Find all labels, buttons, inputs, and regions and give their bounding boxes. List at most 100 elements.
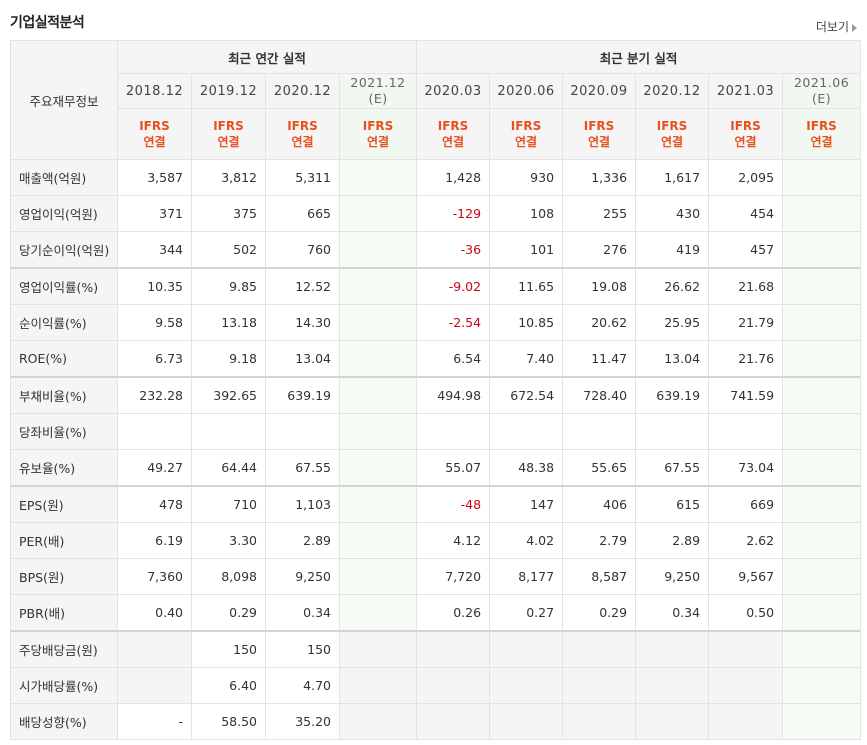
value-cell [782, 667, 862, 704]
more-link[interactable]: 더보기 [816, 18, 857, 35]
period-label: 2020.09 [570, 83, 628, 99]
value-cell [338, 558, 418, 595]
standard-line2: 연결 [660, 135, 684, 149]
value-cell: -9.02 [416, 267, 491, 305]
value-cell: 2,095 [708, 159, 784, 196]
value-cell [635, 413, 710, 450]
standard-line2: 연결 [587, 135, 611, 149]
table-row: BPS(원) 7,360 8,098 9,250 7,720 8,177 8,587 9,25… [10, 558, 862, 595]
value-cell [338, 667, 418, 704]
value-cell: 9.18 [191, 340, 266, 378]
value-cell [562, 630, 637, 668]
period-header: 2020.12 [635, 73, 710, 109]
value-cell: 10.35 [117, 267, 192, 305]
value-cell: 26.62 [635, 267, 710, 305]
standard-line2: 연결 [514, 135, 538, 149]
value-cell [782, 522, 862, 559]
standard-line2: 연결 [810, 135, 833, 149]
period-header: 2019.12 [191, 73, 266, 109]
value-cell [338, 195, 418, 232]
value-cell: 615 [635, 485, 710, 523]
value-cell: 2.89 [265, 522, 340, 559]
row-label: 영업이익(억원) [10, 195, 118, 232]
value-cell [782, 195, 862, 232]
accounting-standard: IFRS 연결 [562, 108, 637, 160]
value-cell [338, 703, 418, 740]
value-cell: 21.68 [708, 267, 784, 305]
value-cell: 0.50 [708, 594, 784, 632]
value-cell: 760 [265, 231, 340, 269]
value-cell: 9,250 [635, 558, 710, 595]
value-cell [635, 667, 710, 704]
value-cell [416, 667, 491, 704]
value-cell: 639.19 [265, 376, 340, 414]
table-row: 당좌비율(%) [10, 413, 862, 450]
table-row: 배당성향(%) -58.50 35.20 [10, 703, 862, 740]
value-cell [489, 413, 564, 450]
value-cell: 371 [117, 195, 192, 232]
value-cell: 232.28 [117, 376, 192, 414]
period-label: 2020.12 [643, 83, 701, 99]
value-cell [338, 304, 418, 341]
period-header: 2018.12 [117, 73, 192, 109]
value-cell: 150 [265, 630, 340, 668]
table-row: 매출액(억원) 3,587 3,812 5,311 1,428 930 1,336 1,617… [10, 159, 862, 196]
table-row: EPS(원) 478 710 1,103 -48 147 406 615 669 [10, 485, 862, 523]
value-cell: -2.54 [416, 304, 491, 341]
value-cell [782, 594, 862, 632]
value-cell: 21.76 [708, 340, 784, 378]
value-cell [338, 376, 418, 414]
value-cell: 1,336 [562, 159, 637, 196]
value-cell [708, 413, 784, 450]
value-cell [708, 630, 784, 668]
value-cell [782, 703, 862, 740]
value-cell: 4.70 [265, 667, 340, 704]
value-cell: 67.55 [635, 449, 710, 487]
value-cell: 14.30 [265, 304, 340, 341]
accounting-standard: IFRS 연결 [191, 108, 266, 160]
value-cell: 25.95 [635, 304, 710, 341]
value-cell [416, 703, 491, 740]
value-cell: 13.18 [191, 304, 266, 341]
value-cell: 73.04 [708, 449, 784, 487]
value-cell: 375 [191, 195, 266, 232]
value-cell [782, 304, 862, 341]
value-cell [338, 159, 418, 196]
value-cell: 4.12 [416, 522, 491, 559]
value-cell: 21.79 [708, 304, 784, 341]
value-cell [782, 231, 862, 269]
value-cell: 20.62 [562, 304, 637, 341]
value-cell: 1,428 [416, 159, 491, 196]
estimate-mark: (E) [811, 91, 832, 106]
period-label: 2020.12 [273, 83, 332, 99]
standard-line1: IFRS [437, 119, 469, 133]
value-cell [489, 703, 564, 740]
value-cell: 9,567 [708, 558, 784, 595]
row-label: 순이익률(%) [10, 304, 118, 341]
period-header: 2020.03 [416, 73, 491, 109]
row-label: BPS(원) [10, 558, 118, 595]
value-cell: 3,587 [117, 159, 192, 196]
value-cell: 672.54 [489, 376, 564, 414]
value-cell: 7.40 [489, 340, 564, 378]
period-header: 2020.06 [489, 73, 564, 109]
value-cell: 35.20 [265, 703, 340, 740]
value-cell [117, 413, 192, 450]
period-label: 2021.12 [350, 75, 406, 90]
value-cell: 639.19 [635, 376, 710, 414]
value-cell [782, 485, 862, 523]
row-label: EPS(원) [10, 485, 118, 523]
value-cell: 494.98 [416, 376, 491, 414]
value-cell [782, 558, 862, 595]
period-header: 2021.12 (E) [338, 73, 418, 109]
accounting-standard: IFRS 연결 [117, 108, 192, 160]
row-label: 시가배당률(%) [10, 667, 118, 704]
quarter-group-title: 최근 분기 실적 [416, 40, 862, 74]
value-cell [338, 231, 418, 269]
standard-line1: IFRS [656, 119, 688, 133]
value-cell [782, 267, 862, 305]
value-cell: 0.29 [191, 594, 266, 632]
value-cell: 67.55 [265, 449, 340, 487]
value-cell: - [117, 703, 192, 740]
value-cell [635, 630, 710, 668]
